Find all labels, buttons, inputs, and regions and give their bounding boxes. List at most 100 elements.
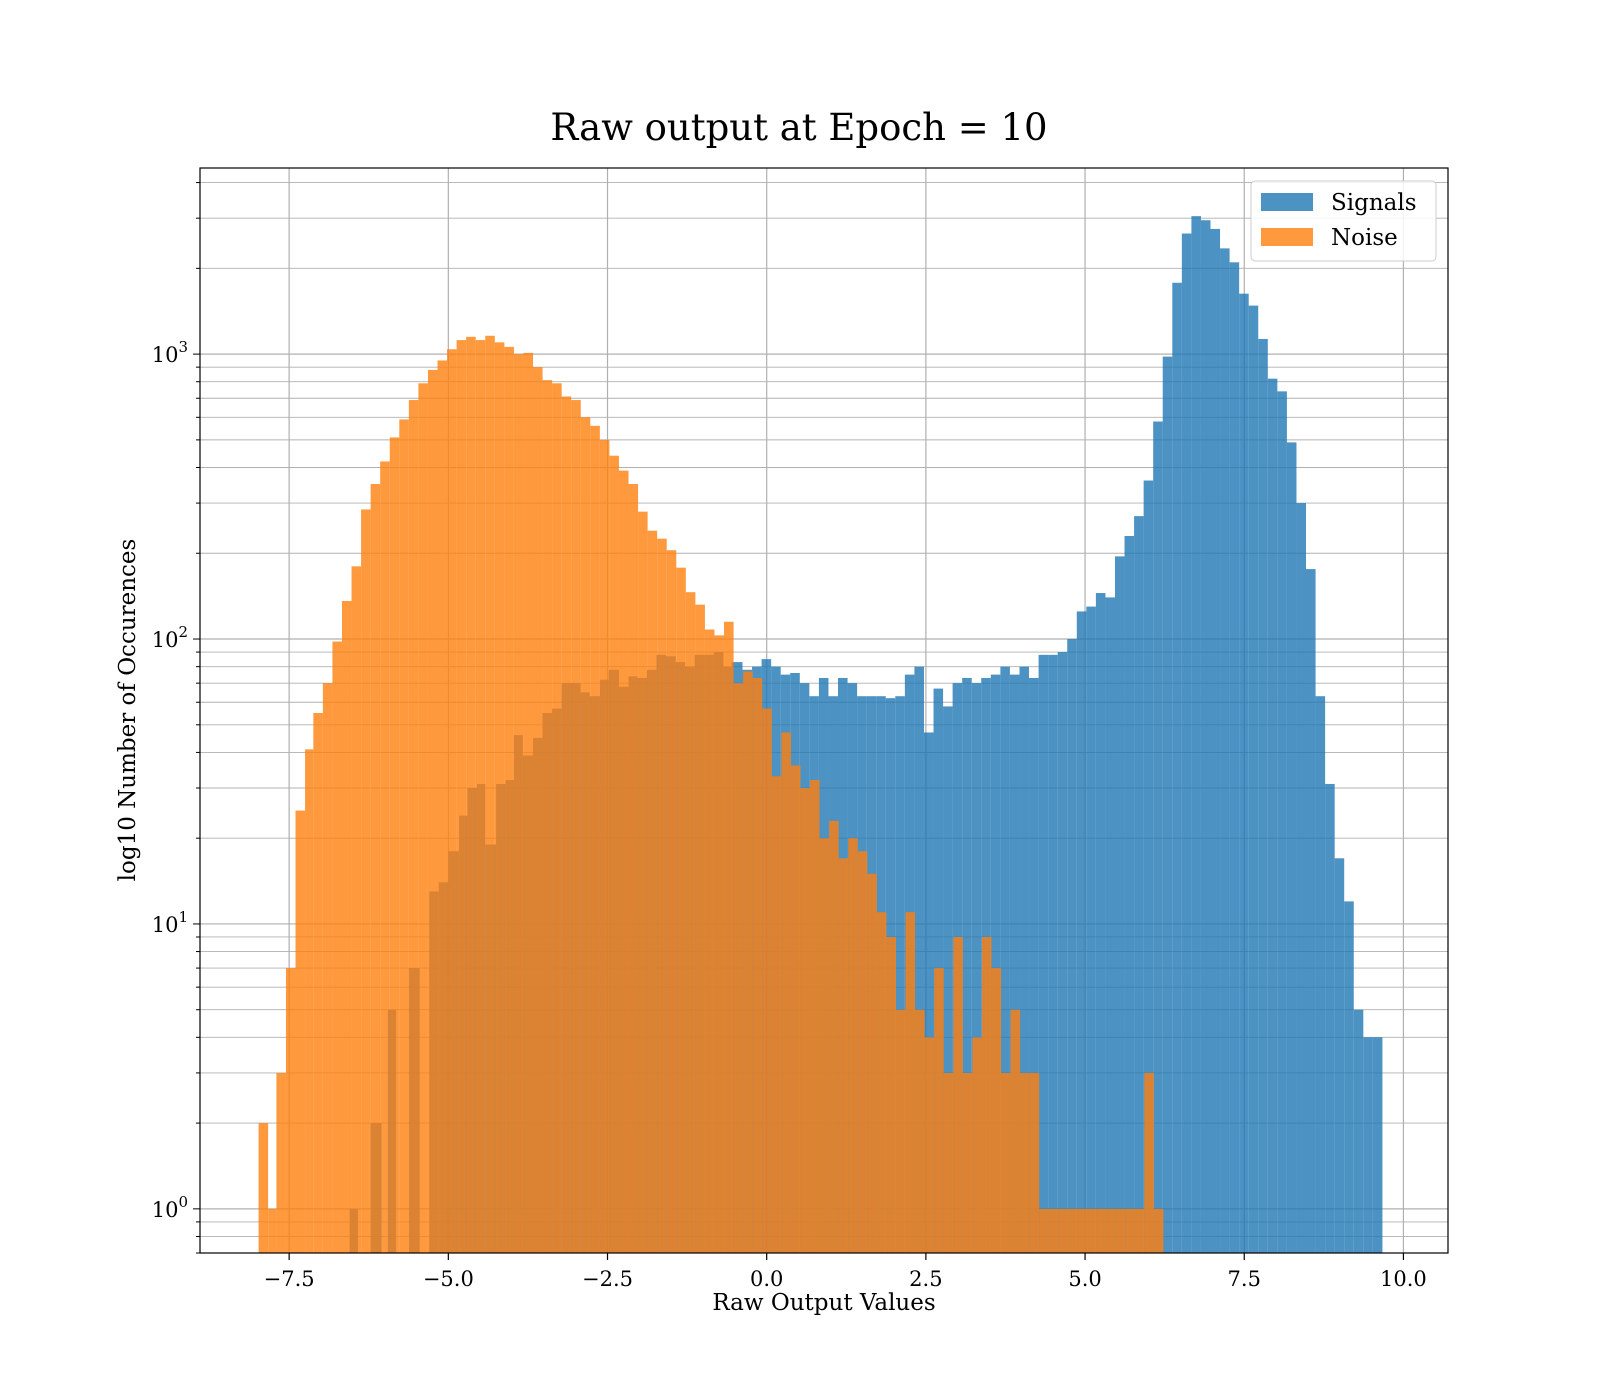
histogram-bar [370,484,381,1253]
histogram-bar [876,912,887,1253]
histogram-bar [915,1009,925,1253]
histogram-bar [1286,442,1297,1253]
histogram-bar [857,851,868,1253]
histogram-bar [743,671,753,1253]
histogram-bar [895,696,905,1253]
histogram-bar [638,511,648,1253]
histogram-bar [1009,674,1020,1253]
histogram-bar [1058,1208,1068,1253]
histogram-bar [456,340,467,1254]
histogram-bar [1048,654,1058,1253]
histogram-bar [972,1037,982,1253]
histogram-bar [580,417,591,1253]
histogram-bar [1105,597,1115,1253]
histogram-bar [1162,356,1173,1253]
histogram-bar [1134,516,1144,1253]
histogram-bar [427,369,438,1253]
histogram-bar [1353,1009,1364,1253]
y-axis-label: log10 Number of Occurences [115,539,141,882]
histogram-bar [285,968,296,1253]
histogram-bar [1248,305,1259,1254]
histogram-bar [752,677,763,1253]
histogram-bar [1115,1208,1126,1253]
histogram-bar [341,600,352,1253]
histogram-bar [781,732,791,1253]
histogram-bar [571,400,581,1253]
histogram-bar [1076,611,1087,1253]
histogram-bar [628,484,639,1253]
histogram-bar [1144,1072,1154,1253]
x-tick-label: 0.0 [750,1267,783,1291]
histogram-bar [1325,783,1335,1253]
histogram-bar [1172,282,1182,1253]
histogram-bar [657,538,667,1253]
y-tick-label: 101 [152,908,188,937]
histogram-bar [552,383,562,1253]
y-tick-label: 102 [152,623,188,652]
histogram-bar [971,683,982,1253]
histogram-bar [685,592,696,1253]
histogram-bar [838,858,849,1253]
histogram-bar [1220,248,1230,1253]
histogram-bar [268,1208,277,1253]
histogram-bar [389,437,400,1253]
histogram-bar [1372,1037,1383,1253]
histogram-bar [1267,378,1278,1253]
histogram-bar [886,936,896,1253]
histogram-bar [1258,338,1268,1253]
x-tick-label: −7.5 [264,1267,315,1291]
histogram-bar [1363,1037,1373,1253]
legend-swatch-signals [1261,193,1313,211]
histogram-bar [1096,1208,1107,1253]
histogram-bar [618,470,629,1253]
histogram-bar [1344,901,1354,1253]
histogram-bar [962,677,972,1253]
histogram-bar [1277,391,1287,1253]
histogram-bar [1125,1208,1135,1253]
x-tick-label: −5.0 [423,1267,474,1291]
histogram-bar [1029,1072,1040,1253]
histogram-bar [924,1037,935,1253]
histogram-bar [953,936,963,1253]
histogram-bar [867,873,877,1253]
histogram-bar [676,567,686,1253]
histogram-bar [1086,1208,1097,1253]
histogram-bar [1057,652,1068,1253]
histogram-bar [1038,654,1049,1253]
histogram-bar [666,550,677,1253]
y-axis: 100 101 102 103 [152,182,200,1254]
histogram-bar [1191,216,1201,1253]
histogram-bar [1067,639,1077,1253]
histogram-bar [1153,1208,1164,1253]
histogram-bar [276,1072,286,1253]
histogram-bar [962,1072,973,1253]
histogram-bar [1134,1208,1145,1253]
histogram-bars [258,216,1383,1254]
histogram-bar [1200,220,1211,1253]
histogram-bar [1306,569,1316,1253]
histogram-bar [724,621,734,1253]
histogram-bar [351,566,362,1253]
histogram-bar [1239,293,1249,1253]
histogram-bar [800,788,810,1253]
histogram-bar [322,683,333,1253]
histogram-bar [990,674,1001,1253]
legend-label-noise: Noise [1331,225,1398,251]
histogram-bar [1077,1208,1087,1253]
histogram-bar [485,335,495,1253]
histogram-bar [513,354,524,1253]
histogram-bar [590,425,600,1253]
histogram-bar [542,380,553,1253]
histogram-bar [981,936,992,1253]
x-tick-label: 5.0 [1068,1267,1101,1291]
x-axis-label: Raw Output Values [712,1290,935,1316]
histogram-bar [1114,556,1125,1253]
histogram-bar [647,530,658,1253]
histogram-bar [1086,606,1096,1253]
histogram-bar [819,838,830,1253]
histogram-bar [848,838,858,1253]
histogram-bar [1010,1009,1021,1253]
histogram-bar [1296,503,1307,1254]
histogram-bar [1153,421,1163,1253]
